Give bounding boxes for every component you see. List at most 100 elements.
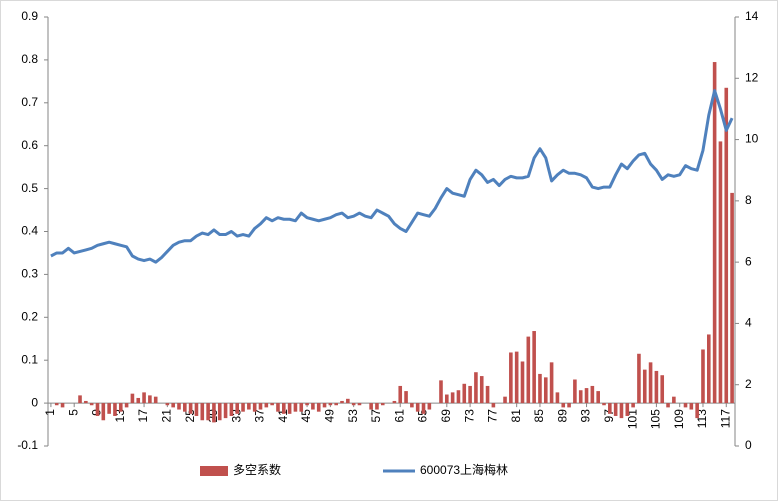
bar — [683, 403, 688, 408]
bar — [619, 403, 624, 419]
bar — [177, 403, 181, 410]
bar — [415, 403, 420, 412]
bar — [642, 369, 647, 404]
bar — [142, 392, 146, 404]
bar — [549, 362, 554, 404]
bar — [724, 87, 729, 404]
bar — [421, 403, 426, 414]
bar — [578, 390, 583, 404]
bar — [479, 376, 484, 404]
legend-label: 600073上海梅林 — [420, 462, 508, 477]
bar — [270, 403, 274, 406]
bar — [526, 336, 531, 404]
bar — [84, 400, 88, 404]
bar — [171, 403, 175, 408]
y-tick-label: 0.1 — [21, 352, 38, 366]
bar — [543, 377, 548, 404]
x-tick-label: 69 — [439, 409, 453, 423]
bar — [503, 396, 507, 404]
bar — [602, 403, 606, 406]
y-tick-label: 0.7 — [21, 95, 38, 109]
bar — [608, 403, 612, 414]
bar — [695, 403, 699, 419]
bar — [60, 403, 65, 408]
bar — [118, 403, 123, 412]
bar — [287, 403, 292, 414]
y-tick-label: 0.3 — [21, 267, 38, 281]
bar — [573, 379, 577, 404]
bar — [439, 380, 443, 404]
x-tick-label: 57 — [369, 409, 383, 423]
x-tick-label: 77 — [486, 409, 500, 423]
bar — [351, 403, 356, 406]
bar — [491, 403, 496, 408]
bar — [293, 403, 298, 412]
bar — [217, 403, 222, 421]
x-tick-label: 97 — [602, 409, 616, 423]
x-tick-label: 49 — [323, 409, 337, 423]
bar — [95, 403, 100, 416]
bar — [707, 334, 711, 404]
bar — [456, 390, 461, 404]
bar — [532, 331, 536, 404]
y-tick-label: 0.2 — [21, 309, 38, 323]
y-tick-label: 0.9 — [21, 9, 38, 23]
bar — [561, 403, 566, 408]
bar — [241, 403, 245, 412]
x-tick-label: 53 — [346, 409, 360, 423]
x-tick-label: 109 — [672, 409, 686, 429]
bar — [427, 403, 432, 410]
bar — [148, 395, 152, 404]
bar — [648, 362, 653, 404]
bar — [334, 403, 338, 406]
bar — [672, 396, 676, 404]
bar — [89, 403, 94, 406]
bar — [200, 403, 205, 421]
legend-swatch — [200, 466, 228, 476]
bar — [462, 383, 467, 404]
bar — [78, 395, 82, 404]
bar — [718, 141, 723, 404]
x-tick-label: 93 — [579, 409, 593, 423]
bar — [247, 403, 251, 410]
bar — [520, 361, 525, 404]
bar — [596, 391, 600, 404]
y2-tick-label: 12 — [745, 70, 759, 84]
x-tick-label: 105 — [649, 409, 663, 429]
y2-tick-label: 14 — [745, 9, 759, 23]
bar — [153, 396, 158, 404]
bar — [124, 403, 129, 408]
y-tick-label: 0.5 — [21, 181, 38, 195]
bar — [392, 400, 397, 404]
bar — [538, 373, 542, 404]
bar — [485, 385, 490, 404]
bar — [509, 352, 513, 404]
bar — [730, 192, 734, 404]
bar — [514, 351, 519, 404]
x-tick-label: 45 — [299, 409, 313, 423]
x-tick-label: 1 — [43, 409, 57, 416]
bar — [229, 403, 234, 416]
y2-tick-label: 4 — [745, 316, 752, 330]
bar — [567, 403, 571, 408]
x-tick-label: 85 — [532, 409, 546, 423]
bar — [136, 397, 141, 404]
bar — [264, 403, 269, 408]
bar — [258, 403, 263, 410]
line — [50, 89, 734, 264]
bar — [369, 403, 373, 410]
y-tick-label: 0.8 — [21, 52, 38, 66]
x-tick-label: 17 — [136, 409, 150, 423]
x-tick-label: 61 — [392, 409, 406, 423]
bar — [346, 398, 350, 404]
y2-tick-label: 0 — [745, 438, 752, 452]
bar — [590, 385, 595, 404]
bar — [340, 400, 344, 404]
y2-tick-label: 8 — [745, 193, 752, 207]
bar — [235, 403, 240, 414]
y2-tick-label: 2 — [745, 377, 752, 391]
x-tick-label: 5 — [66, 409, 80, 416]
bar — [194, 403, 199, 416]
bar — [474, 372, 478, 404]
